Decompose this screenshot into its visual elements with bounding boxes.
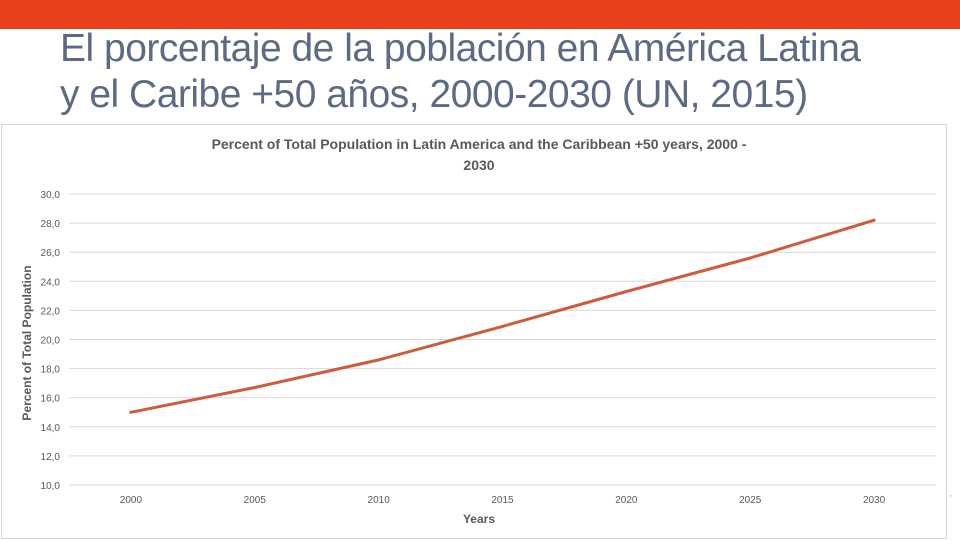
x-tick-label: 2005 bbox=[244, 495, 267, 506]
data-point bbox=[253, 386, 257, 390]
y-axis-ticks: 10,0 12,0 14,0 16,0 18,0 20,0 22,0 24,0 26,0 28,0… bbox=[41, 190, 61, 492]
series-line bbox=[129, 218, 876, 414]
y-tick-label: 28,0 bbox=[41, 219, 61, 230]
data-point bbox=[501, 324, 504, 328]
y-tick-label: 18,0 bbox=[41, 365, 61, 376]
x-tick-label: 2010 bbox=[368, 495, 391, 506]
y-tick-label: 30,0 bbox=[41, 190, 61, 201]
slide-title-line-2: y el Caribe +50 años, 2000-2030 (UN, 201… bbox=[60, 73, 808, 116]
chart-frame: Percent of Total Population in Latin Ame… bbox=[1, 124, 947, 539]
series bbox=[129, 218, 876, 414]
slide-title-line-1: El porcentaje de la población en América… bbox=[60, 27, 861, 70]
y-tick-label: 14,0 bbox=[41, 423, 61, 434]
y-tick-label: 24,0 bbox=[41, 277, 61, 288]
gridlines bbox=[69, 193, 936, 486]
chart-title-line-1: Percent of Total Population in Latin Ame… bbox=[212, 136, 747, 152]
y-tick-label: 26,0 bbox=[41, 248, 61, 259]
x-tick-label: 2015 bbox=[491, 495, 514, 506]
slide-title: El porcentaje de la población en América… bbox=[60, 26, 940, 118]
data-point bbox=[377, 358, 381, 362]
data-point bbox=[129, 410, 133, 414]
y-tick-label: 16,0 bbox=[41, 394, 61, 405]
top-accent-bar bbox=[0, 0, 960, 29]
y-tick-label: 20,0 bbox=[41, 336, 61, 347]
data-point bbox=[872, 218, 876, 222]
data-point bbox=[624, 289, 628, 293]
x-tick-label: 2000 bbox=[120, 495, 143, 506]
x-axis-label: Years bbox=[463, 512, 495, 526]
chart-title-line-2: 2030 bbox=[463, 157, 494, 173]
x-tick-label: 2020 bbox=[615, 495, 638, 506]
x-tick-label: 2030 bbox=[863, 495, 886, 506]
y-tick-label: 10,0 bbox=[41, 481, 61, 492]
y-tick-label: 12,0 bbox=[41, 452, 61, 463]
y-tick-label: 22,0 bbox=[41, 306, 61, 317]
x-axis-ticks: 2000 2005 2010 2015 2020 2025 2030 bbox=[120, 495, 886, 506]
line-chart: Percent of Total Population in Latin Ame… bbox=[20, 136, 936, 526]
edge-mark: · bbox=[949, 488, 953, 502]
x-tick-label: 2025 bbox=[739, 495, 762, 506]
y-axis-label: Percent of Total Population bbox=[20, 265, 34, 420]
data-point bbox=[748, 256, 752, 260]
